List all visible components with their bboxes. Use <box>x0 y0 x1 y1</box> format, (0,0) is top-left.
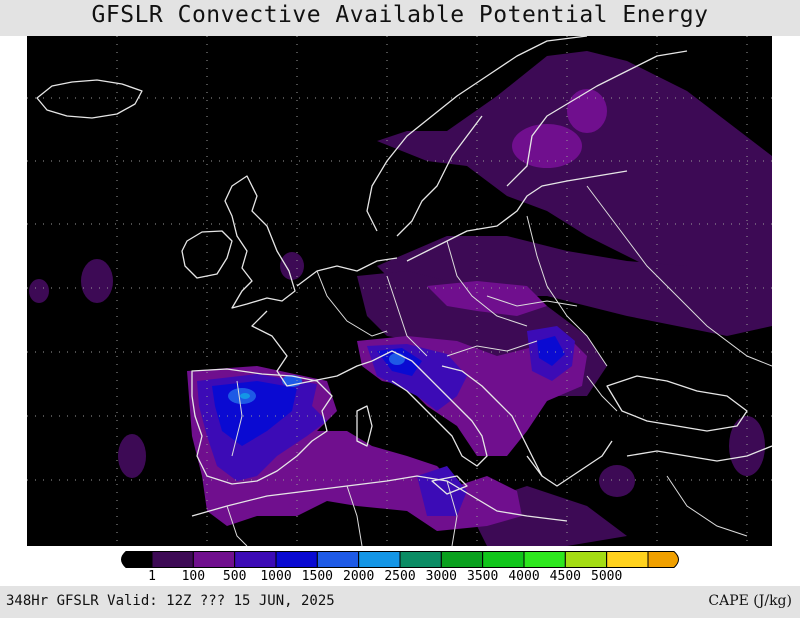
legend-swatch <box>151 551 194 568</box>
legend-swatch <box>316 551 360 568</box>
finland-coast <box>506 50 688 187</box>
greece-coast <box>526 440 613 487</box>
latlon-grid <box>27 36 772 546</box>
legend-swatch <box>358 551 401 568</box>
ireland-coast <box>181 230 233 279</box>
north-africa-coast <box>191 475 568 522</box>
legend-swatch <box>234 551 277 568</box>
cape-cell-biscay <box>118 434 146 478</box>
legend-tick-label: 4000 <box>508 569 540 584</box>
iberia-coast <box>191 368 333 485</box>
turkey-coast <box>626 445 772 462</box>
black-sea-coast <box>606 375 748 432</box>
legend-swatch <box>399 551 442 568</box>
norway-coast <box>366 36 588 232</box>
cape-cell-west-atlantic <box>81 259 113 303</box>
legend-tick-label: 500 <box>222 569 247 584</box>
cape-shading <box>29 51 772 546</box>
france-coast <box>251 310 373 387</box>
cape-cell-north-sea <box>280 252 304 280</box>
legend-swatch <box>275 551 318 568</box>
legend-swatch <box>647 551 679 568</box>
legend-swatch <box>564 551 608 568</box>
cape-cell-spain-max <box>240 393 250 399</box>
adriatic-coast <box>441 365 543 477</box>
chart-title: GFSLR Convective Available Potential Ene… <box>91 2 709 28</box>
cape-cell-baltic <box>512 124 582 168</box>
legend-tick-label: 3500 <box>467 569 499 584</box>
cape-cell-caspian <box>729 416 765 476</box>
legend-swatch <box>440 551 484 568</box>
footer-bar: 348Hr GFSLR Valid: 12Z ??? 15 JUN, 2025 … <box>0 586 800 618</box>
coastlines <box>36 36 772 522</box>
map-panel[interactable] <box>27 36 772 546</box>
cape-cell-alps-peak <box>389 353 405 365</box>
sweden-coast <box>396 115 483 237</box>
western-europe-coast <box>296 257 398 287</box>
legend-bar <box>121 551 679 568</box>
cape-cell-finland <box>567 89 607 133</box>
cape-map <box>27 36 772 546</box>
legend-tick-label: 100 <box>181 569 206 584</box>
cape-region-poland <box>427 281 547 316</box>
legend-tick-label: 1000 <box>260 569 292 584</box>
color-legend <box>116 551 684 569</box>
legend-tick-label: 1500 <box>301 569 333 584</box>
cape-cell-atlantic-small <box>29 279 49 303</box>
legend-swatch <box>523 551 566 568</box>
legend-swatch <box>606 551 649 568</box>
legend-tick-label: 2000 <box>343 569 375 584</box>
legend-ticks: 1 100 500 1000 1500 2000 2500 3000 3500 4000 4500 5… <box>0 569 800 585</box>
italy-coast <box>371 350 488 467</box>
baltic-coast <box>406 170 628 262</box>
legend-tick-label: 3000 <box>425 569 457 584</box>
legend-tick-label: 5000 <box>591 569 623 584</box>
legend-swatch <box>192 551 236 568</box>
legend-tick-label: 2500 <box>384 569 416 584</box>
cape-cell-black-sea <box>599 465 635 497</box>
cape-region-eastern-europe <box>377 236 772 336</box>
valid-time-label: 348Hr GFSLR Valid: 12Z ??? 15 JUN, 2025 <box>6 593 335 609</box>
units-label: CAPE (J/kg) <box>708 593 792 609</box>
cape-region-scandinavia <box>377 51 772 286</box>
iceland-coast <box>36 79 143 119</box>
sicily-coast <box>431 475 468 495</box>
britain-coast <box>224 175 296 309</box>
legend-swatch <box>121 551 153 568</box>
legend-tick-label: 1 <box>148 569 156 584</box>
cape-region-serbia <box>537 336 565 366</box>
country-borders <box>226 185 772 546</box>
legend-swatch <box>482 551 525 568</box>
title-bar: GFSLR Convective Available Potential Ene… <box>0 0 800 36</box>
sardinia-coast <box>356 405 373 447</box>
legend-tick-label: 4500 <box>549 569 581 584</box>
